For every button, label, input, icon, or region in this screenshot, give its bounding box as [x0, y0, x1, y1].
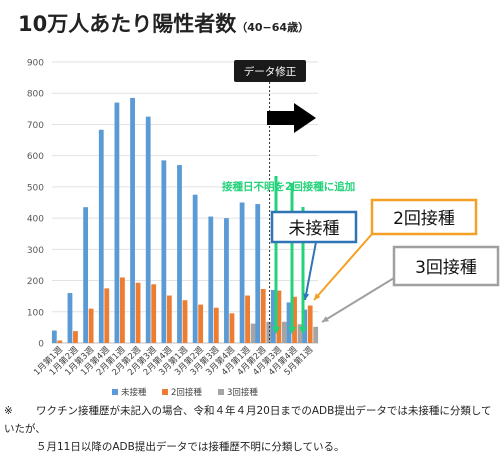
- three-dose-callout-box: [392, 245, 500, 287]
- y-tick-label: 500: [27, 183, 44, 193]
- bar-unvaccinated: [270, 289, 276, 343]
- bar-three-dose: [281, 321, 287, 343]
- legend-swatch: [162, 389, 168, 395]
- bar-unvaccinated: [208, 216, 214, 343]
- bar-chart: 01002003004005006007008009001月第1週1月第2週1月…: [27, 59, 500, 398]
- bar-unvaccinated: [114, 102, 120, 343]
- two-dose-pointer-head: [314, 293, 321, 300]
- bar-two-dose: [229, 313, 235, 343]
- bar-two-dose: [276, 290, 282, 343]
- y-tick-label: 100: [27, 308, 44, 318]
- bar-unvaccinated: [286, 302, 292, 343]
- bar-two-dose: [307, 305, 313, 343]
- y-tick-label: 200: [27, 277, 44, 287]
- y-tick-label: 300: [27, 246, 44, 256]
- bar-two-dose: [182, 300, 188, 343]
- bar-unvaccinated: [161, 160, 167, 343]
- bar-two-dose: [120, 277, 125, 343]
- data-fix-label: データ修正: [244, 65, 297, 78]
- chart-title-age-range: （40−64歳）: [236, 21, 310, 34]
- unvaccinated-pointer-line: [304, 241, 317, 301]
- bar-two-dose: [135, 282, 141, 343]
- y-tick-label: 900: [27, 59, 44, 69]
- bar-two-dose: [245, 295, 250, 343]
- y-tick-label: 0: [38, 340, 44, 350]
- y-tick-label: 800: [27, 90, 44, 100]
- three-dose-callout-label: 3回接種: [415, 258, 477, 278]
- bar-unvaccinated: [51, 330, 57, 343]
- bar-unvaccinated: [145, 116, 151, 343]
- two-dose-callout-label: 2回接種: [393, 209, 455, 229]
- bar-unvaccinated: [255, 204, 261, 343]
- chart-title-main: 10万人あたり陽性者数: [18, 12, 237, 36]
- bar-two-dose: [198, 304, 204, 343]
- bar-three-dose: [297, 324, 303, 343]
- three-dose-pointer-line: [321, 277, 395, 323]
- legend-swatch: [218, 389, 224, 395]
- two-dose-callout-box: [370, 198, 478, 236]
- bar-two-dose: [104, 288, 110, 343]
- chart-title: 10万人あたり陽性者数（40−64歳）: [18, 8, 309, 38]
- bar-two-dose: [260, 288, 266, 343]
- bar-unvaccinated: [239, 202, 245, 343]
- bar-unvaccinated: [83, 207, 89, 343]
- bar-unvaccinated: [67, 293, 73, 343]
- footnote-line-1: ワクチン接種歴が未記入の場合、令和４年４月20日までのADB提出データでは未接種…: [4, 405, 492, 435]
- unvaccinated-callout-label: 未接種: [289, 219, 340, 239]
- added-note-label: 接種日不明を2回接種に追加: [222, 180, 355, 193]
- footnote-line-2: ５月11日以降のADB提出データでは接種歴不明に分類している。: [36, 441, 345, 453]
- legend-label: 2回接種: [171, 387, 202, 398]
- y-tick-label: 600: [27, 152, 44, 162]
- three-dose-pointer-head: [322, 316, 329, 322]
- bar-two-dose: [213, 307, 219, 343]
- y-tick-label: 700: [27, 121, 44, 131]
- green-arrow-head: [288, 327, 296, 334]
- bar-unvaccinated: [177, 165, 182, 343]
- bar-three-dose: [250, 323, 256, 343]
- green-arrow-head: [272, 327, 280, 334]
- bar-two-dose: [88, 308, 94, 343]
- two-dose-pointer-line: [313, 233, 373, 301]
- unvaccinated-pointer-head: [303, 293, 310, 300]
- unvaccinated-callout-box: [270, 210, 358, 244]
- green-arrow-head: [299, 327, 307, 334]
- bar-unvaccinated: [302, 309, 308, 343]
- bar-three-dose: [313, 326, 319, 343]
- bar-unvaccinated: [98, 129, 104, 343]
- bar-two-dose: [57, 340, 63, 343]
- footnote-mark: ※: [4, 405, 13, 417]
- bar-two-dose: [292, 296, 297, 343]
- bar-two-dose: [166, 295, 172, 343]
- bar-two-dose: [151, 284, 157, 343]
- bar-two-dose: [73, 331, 78, 343]
- data-fix-label-box: [234, 60, 306, 82]
- y-tick-label: 400: [27, 215, 44, 225]
- legend-label: 3回接種: [227, 387, 258, 398]
- bar-unvaccinated: [130, 97, 135, 344]
- legend-label: 未接種: [121, 387, 147, 398]
- right-arrow-icon: [267, 103, 316, 133]
- legend-swatch: [112, 389, 118, 395]
- bar-unvaccinated: [224, 218, 229, 343]
- footnote: ※ ワクチン接種歴が未記入の場合、令和４年４月20日までのADB提出データでは未接…: [4, 402, 496, 456]
- bar-three-dose: [266, 321, 272, 343]
- bar-unvaccinated: [192, 194, 198, 343]
